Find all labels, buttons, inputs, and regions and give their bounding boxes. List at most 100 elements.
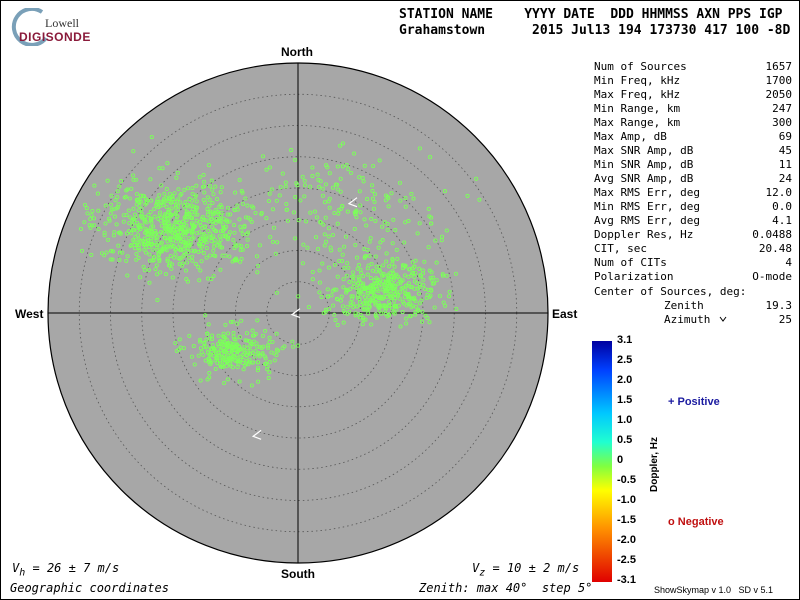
source-point bbox=[340, 141, 346, 146]
source-point bbox=[244, 338, 250, 343]
source-point bbox=[296, 294, 301, 299]
source-point bbox=[359, 312, 364, 318]
source-point bbox=[348, 300, 353, 305]
source-point bbox=[267, 335, 272, 340]
source-point bbox=[124, 188, 129, 193]
source-point bbox=[401, 301, 407, 306]
source-point bbox=[183, 206, 188, 211]
source-point bbox=[255, 344, 260, 349]
source-point bbox=[243, 196, 248, 201]
source-point bbox=[105, 237, 111, 242]
velocity-marker bbox=[251, 429, 262, 440]
source-point bbox=[426, 287, 431, 292]
source-point bbox=[228, 363, 233, 368]
source-point bbox=[351, 305, 356, 310]
source-point bbox=[378, 270, 383, 275]
source-point bbox=[108, 211, 113, 216]
source-point bbox=[219, 185, 224, 190]
source-point bbox=[294, 181, 299, 186]
source-point bbox=[443, 303, 448, 308]
source-point bbox=[127, 229, 132, 234]
source-point bbox=[330, 232, 335, 238]
source-point bbox=[178, 193, 183, 198]
source-point bbox=[169, 242, 174, 247]
source-point bbox=[422, 259, 427, 264]
source-point bbox=[347, 280, 352, 285]
source-point bbox=[356, 263, 362, 268]
source-point bbox=[273, 251, 278, 256]
source-point bbox=[248, 217, 253, 222]
stat-value: 69 bbox=[778, 130, 792, 143]
source-point bbox=[217, 217, 222, 222]
source-point bbox=[373, 218, 378, 224]
source-point bbox=[342, 265, 347, 270]
source-point bbox=[333, 318, 338, 323]
source-point bbox=[142, 268, 147, 273]
source-point bbox=[355, 266, 360, 271]
source-point bbox=[354, 255, 360, 260]
source-point bbox=[214, 197, 220, 202]
source-point bbox=[203, 225, 208, 230]
source-point bbox=[430, 281, 435, 286]
compass-north-label: North bbox=[281, 45, 313, 59]
source-point bbox=[313, 235, 319, 240]
source-point bbox=[179, 255, 184, 260]
source-point bbox=[227, 254, 232, 259]
source-point bbox=[377, 303, 382, 308]
source-point bbox=[271, 225, 277, 230]
source-point bbox=[415, 307, 421, 312]
source-point bbox=[235, 203, 240, 208]
source-point bbox=[295, 183, 300, 188]
source-point bbox=[150, 242, 155, 247]
source-point bbox=[231, 334, 236, 339]
source-point bbox=[96, 208, 101, 213]
source-point bbox=[209, 217, 215, 222]
colorbar-tick-label: -2.5 bbox=[617, 554, 636, 566]
source-point bbox=[244, 353, 249, 358]
source-point bbox=[157, 257, 162, 262]
source-point bbox=[211, 273, 216, 279]
source-point bbox=[351, 274, 356, 279]
source-point bbox=[232, 208, 237, 213]
source-point bbox=[148, 198, 154, 203]
source-point bbox=[453, 271, 458, 276]
source-point bbox=[102, 230, 107, 235]
source-point bbox=[203, 313, 208, 318]
source-point bbox=[383, 291, 388, 296]
source-point bbox=[185, 229, 190, 234]
source-point bbox=[262, 354, 268, 359]
source-point bbox=[317, 184, 322, 189]
source-point bbox=[393, 292, 398, 297]
source-point bbox=[221, 331, 226, 336]
source-point bbox=[194, 205, 200, 210]
source-point bbox=[355, 281, 360, 286]
source-point bbox=[406, 274, 411, 279]
source-point bbox=[146, 244, 151, 250]
source-point bbox=[224, 224, 229, 229]
source-point bbox=[131, 149, 136, 154]
source-point bbox=[161, 203, 166, 208]
source-point bbox=[206, 219, 211, 224]
stat-value: 247 bbox=[772, 102, 792, 115]
source-point bbox=[190, 186, 195, 191]
source-point bbox=[437, 293, 443, 299]
source-point bbox=[325, 287, 330, 292]
source-point bbox=[107, 218, 112, 223]
source-point bbox=[197, 278, 202, 283]
source-point bbox=[335, 274, 340, 279]
source-point bbox=[403, 283, 409, 288]
source-point bbox=[124, 231, 129, 236]
source-point bbox=[212, 244, 217, 249]
source-point bbox=[130, 223, 135, 228]
source-point bbox=[404, 321, 409, 326]
source-point bbox=[383, 193, 389, 198]
source-point bbox=[320, 193, 325, 198]
logo-top-text: Lowell bbox=[45, 16, 79, 30]
source-point bbox=[207, 203, 212, 208]
source-point bbox=[99, 251, 105, 256]
stat-label: Min Range, km bbox=[594, 102, 681, 115]
source-point bbox=[338, 176, 343, 181]
source-point bbox=[153, 267, 158, 272]
source-point bbox=[215, 361, 220, 366]
source-point bbox=[444, 273, 449, 278]
